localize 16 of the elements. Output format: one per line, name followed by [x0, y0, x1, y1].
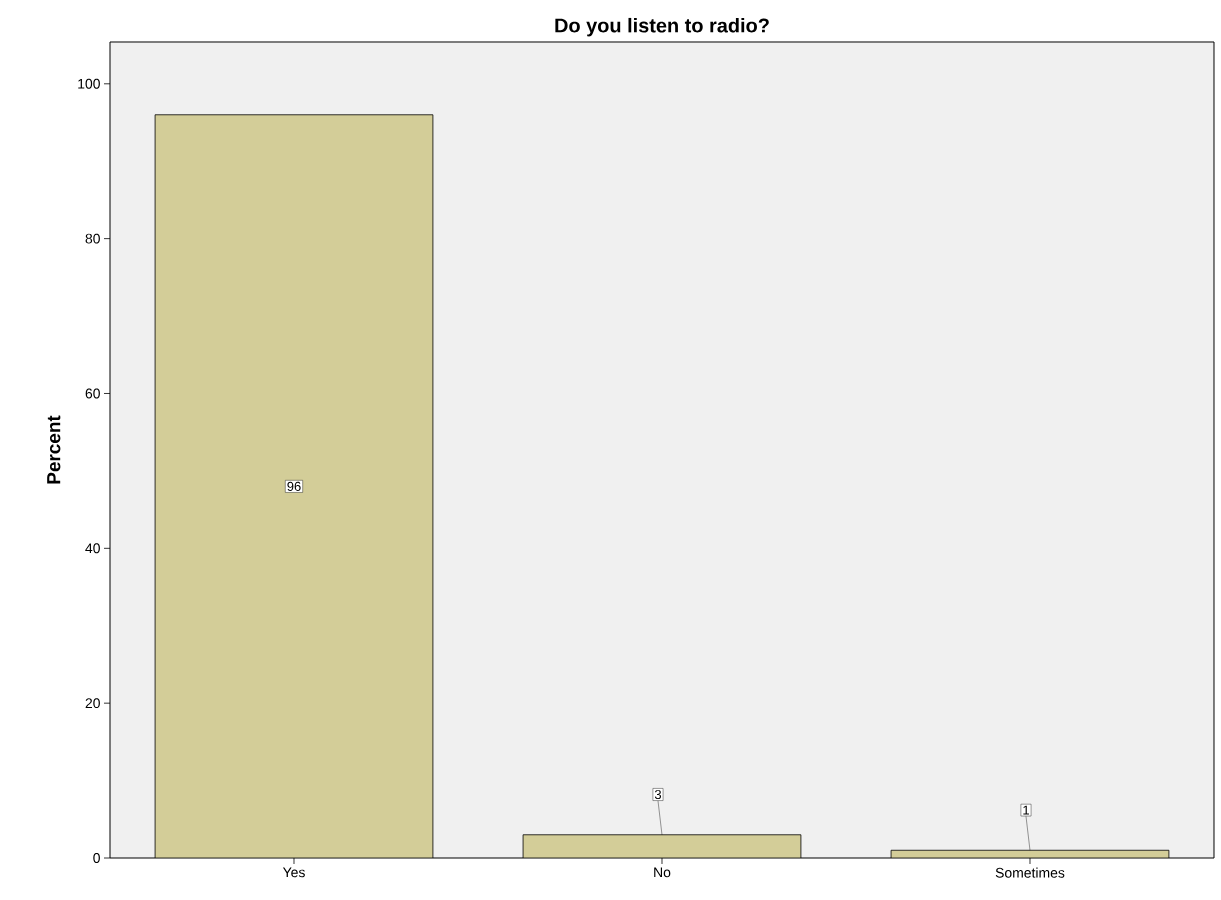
chart-title: Do you listen to radio?: [555, 17, 769, 37]
data-label: 3: [654, 789, 662, 800]
bar: [154, 114, 434, 858]
bar: [523, 834, 801, 858]
x-tick-label: Yes: [282, 867, 305, 878]
y-tick-label: 40: [85, 543, 100, 554]
y-tick-label: 100: [78, 78, 100, 89]
y-tick-label: 0: [93, 853, 100, 863]
y-axis-title: Percent: [47, 415, 61, 484]
data-label: 96: [287, 481, 301, 491]
x-tick-label: Sometimes: [995, 867, 1065, 878]
y-tick-label: 80: [85, 233, 100, 244]
y-tick-label: 20: [85, 698, 100, 709]
x-tick-label: No: [654, 867, 671, 878]
y-tick-label: 60: [85, 388, 100, 399]
data-label: 1: [1023, 805, 1029, 815]
